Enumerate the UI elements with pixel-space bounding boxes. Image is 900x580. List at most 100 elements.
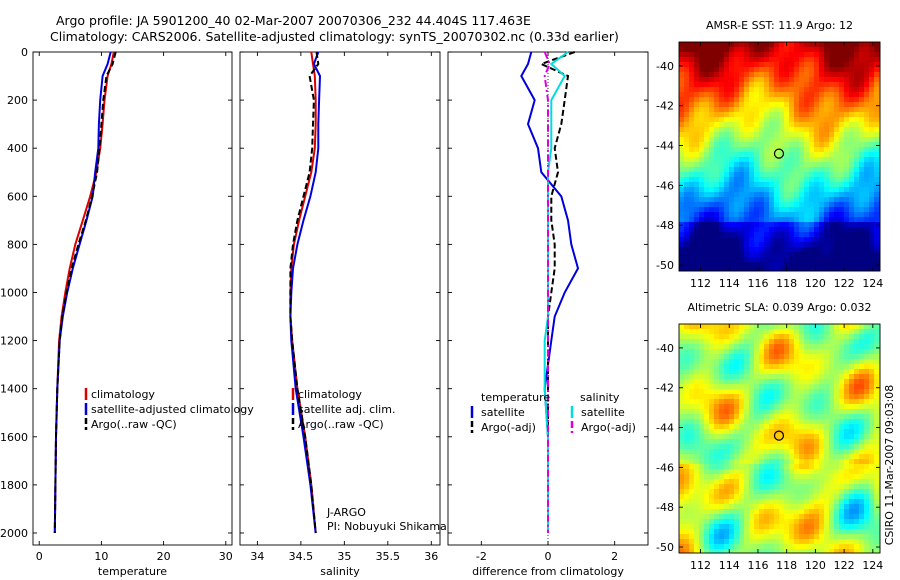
heatmap-cell: [824, 97, 830, 103]
heatmap-cell: [754, 384, 760, 390]
heatmap-cell: [754, 329, 760, 335]
heatmap-cell: [779, 419, 785, 425]
heatmap-cell: [699, 152, 705, 158]
heatmap-cell: [734, 152, 740, 158]
heatmap-cell: [834, 112, 840, 118]
heatmap-cell: [784, 489, 790, 495]
heatmap-cell: [834, 237, 840, 243]
heatmap-cell: [789, 67, 795, 73]
heatmap-cell: [759, 469, 765, 475]
heatmap-cell: [709, 117, 715, 123]
heatmap-cell: [849, 177, 855, 183]
heatmap-cell: [809, 252, 815, 258]
heatmap-cell: [854, 509, 860, 515]
heatmap-cell: [854, 364, 860, 370]
heatmap-cell: [694, 142, 700, 148]
heatmap-cell: [849, 374, 855, 380]
heatmap-cell: [834, 42, 840, 48]
heatmap-cell: [844, 394, 850, 400]
heatmap-cell: [724, 464, 730, 470]
heatmap-cell: [854, 52, 860, 58]
heatmap-cell: [689, 519, 695, 525]
heatmap-cell: [779, 469, 785, 475]
heatmap-cell: [794, 434, 800, 440]
heatmap-cell: [709, 509, 715, 515]
heatmap-cell: [699, 484, 705, 490]
heatmap-cell: [829, 329, 835, 335]
heatmap-cell: [744, 142, 750, 148]
heatmap-cell: [854, 137, 860, 143]
heatmap-cell: [704, 489, 710, 495]
heatmap-cell: [874, 364, 880, 370]
heatmap-cell: [714, 147, 720, 153]
depth-tick-label: 1400: [0, 383, 28, 396]
heatmap-cell: [759, 429, 765, 435]
heatmap-cell: [719, 132, 725, 138]
heatmap-cell: [864, 469, 870, 475]
heatmap-cell: [719, 484, 725, 490]
heatmap-cell: [744, 434, 750, 440]
heatmap-cell: [824, 217, 830, 223]
legend-label: Argo(..raw -QC): [298, 418, 384, 431]
heatmap-cell: [749, 489, 755, 495]
heatmap-cell: [704, 519, 710, 525]
heatmap-cell: [729, 127, 735, 133]
heatmap-cell: [849, 47, 855, 53]
heatmap-cell: [789, 107, 795, 113]
heatmap-cell: [689, 344, 695, 350]
heatmap-cell: [739, 52, 745, 58]
heatmap-cell: [784, 499, 790, 505]
heatmap-cell: [859, 247, 865, 253]
heatmap-cell: [704, 97, 710, 103]
heatmap-cell: [724, 404, 730, 410]
heatmap-cell: [694, 152, 700, 158]
heatmap-cell: [724, 389, 730, 395]
heatmap-cell: [759, 112, 765, 118]
heatmap-cell: [869, 207, 875, 213]
heatmap-cell: [694, 424, 700, 430]
heatmap-cell: [709, 329, 715, 335]
heatmap-cell: [689, 127, 695, 133]
heatmap-cell: [869, 212, 875, 218]
heatmap-cell: [829, 232, 835, 238]
heatmap-cell: [689, 122, 695, 128]
heatmap-cell: [709, 464, 715, 470]
heatmap-cell: [834, 122, 840, 128]
heatmap-cell: [829, 122, 835, 128]
heatmap-cell: [724, 474, 730, 480]
heatmap-cell: [869, 449, 875, 455]
heatmap-cell: [739, 369, 745, 375]
heatmap-cell: [874, 112, 880, 118]
heatmap-cell: [679, 374, 685, 380]
heatmap-cell: [819, 449, 825, 455]
heatmap-cell: [814, 62, 820, 68]
heatmap-cell: [804, 394, 810, 400]
heatmap-cell: [709, 524, 715, 530]
heatmap-cell: [684, 429, 690, 435]
heatmap-cell: [764, 369, 770, 375]
heatmap-cell: [689, 132, 695, 138]
heatmap-cell: [689, 77, 695, 83]
heatmap-cell: [709, 334, 715, 340]
heatmap-cell: [739, 112, 745, 118]
heatmap-cell: [864, 519, 870, 525]
heatmap-cell: [719, 419, 725, 425]
heatmap-cell: [834, 192, 840, 198]
heatmap-cell: [864, 42, 870, 48]
heatmap-cell: [834, 187, 840, 193]
heatmap-cell: [714, 529, 720, 535]
depth-tick-label: 1600: [0, 431, 28, 444]
heatmap-cell: [859, 549, 865, 554]
heatmap-cell: [849, 429, 855, 435]
heatmap-cell: [699, 479, 705, 485]
heatmap-cell: [734, 57, 740, 63]
heatmap-cell: [694, 102, 700, 108]
heatmap-cell: [859, 107, 865, 113]
heatmap-cell: [794, 394, 800, 400]
heatmap-cell: [869, 509, 875, 515]
heatmap-cell: [729, 257, 735, 263]
heatmap-cell: [729, 499, 735, 505]
heatmap-cell: [769, 509, 775, 515]
heatmap-cell: [679, 514, 685, 520]
heatmap-cell: [814, 364, 820, 370]
